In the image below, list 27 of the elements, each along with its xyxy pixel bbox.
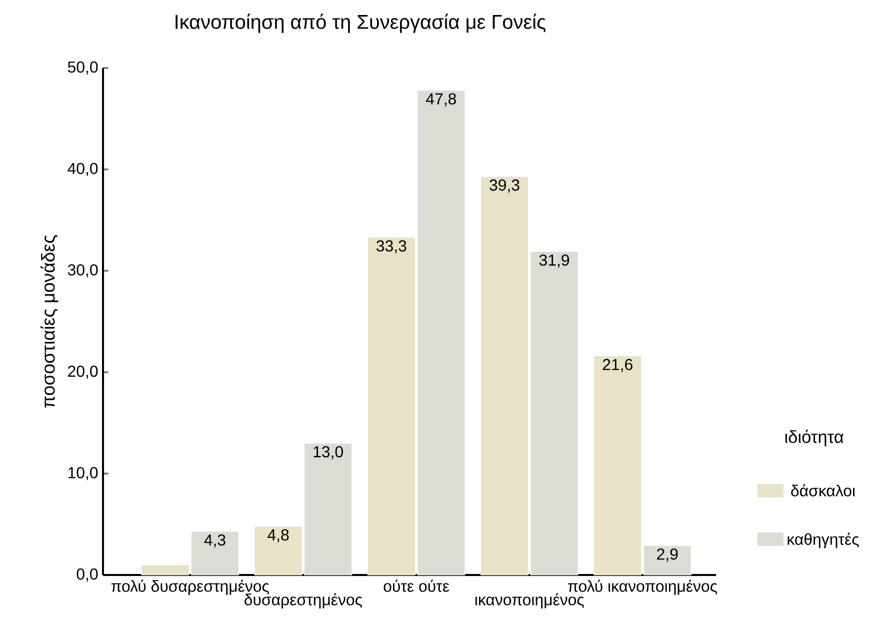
data-label: 13,0 [314,446,343,460]
y-axis-title: ποσοστιαίες μονάδες [40,235,58,408]
legend-label: δάσκαλοι [791,484,856,496]
y-tick-label: 10,0 [68,467,98,480]
data-label: 21,6 [602,358,632,372]
x-tick-label: ούτε ούτε [384,580,450,592]
legend-title: ιδιότητα [785,430,844,446]
y-tick-label: 20,0 [68,366,98,379]
y-tick-label: 0,0 [76,568,98,582]
chart-title: Ικανοποίηση από τη Συνεργασία με Γονείς [176,14,546,33]
y-tick-label: 50,0 [68,61,98,75]
data-label: 47,8 [426,93,456,106]
x-tick-label: ικανοποιημένος [475,593,584,608]
data-label: 4,3 [204,534,226,548]
y-tick-label: 40,0 [68,162,98,176]
data-label: 2,9 [657,548,678,562]
data-label: 33,3 [376,240,406,254]
bar [643,545,692,576]
bar [594,356,642,576]
data-label: 39,3 [490,179,520,193]
legend-label: καθηγητές [788,532,859,548]
data-label: 31,9 [539,254,570,268]
data-label: 4,8 [268,529,289,542]
y-tick-label: 30,0 [68,264,98,278]
x-tick-label: πολύ δυσαρεστημένος [111,580,269,596]
x-tick-label: δυσαρεστημένος [244,593,362,609]
x-tick-label: πολύ ικανοποιημένος [568,580,718,595]
